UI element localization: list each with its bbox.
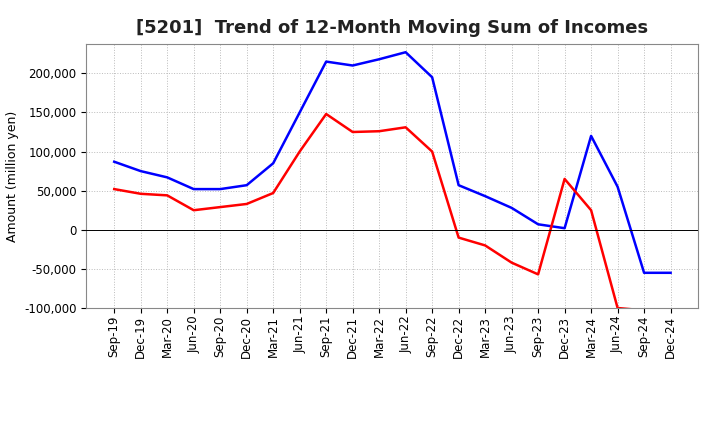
Net Income [428, 149, 436, 154]
Net Income [189, 208, 198, 213]
Ordinary Income [534, 222, 542, 227]
Ordinary Income [110, 159, 119, 165]
Title: [5201]  Trend of 12-Month Moving Sum of Incomes: [5201] Trend of 12-Month Moving Sum of I… [136, 19, 649, 37]
Ordinary Income [322, 59, 330, 64]
Ordinary Income [216, 187, 225, 192]
Ordinary Income [454, 183, 463, 188]
Net Income [508, 260, 516, 265]
Net Income [163, 193, 171, 198]
Net Income [534, 272, 542, 277]
Net Income [481, 243, 490, 248]
Ordinary Income [136, 169, 145, 174]
Ordinary Income [613, 184, 622, 189]
Net Income [401, 125, 410, 130]
Ordinary Income [560, 226, 569, 231]
Net Income [375, 128, 384, 134]
Ordinary Income [375, 57, 384, 62]
Ordinary Income [481, 194, 490, 199]
Ordinary Income [587, 133, 595, 139]
Net Income [269, 191, 277, 196]
Ordinary Income [640, 270, 649, 275]
Net Income [348, 129, 357, 135]
Net Income [295, 149, 304, 154]
Net Income [587, 208, 595, 213]
Net Income [640, 308, 649, 313]
Ordinary Income [508, 205, 516, 210]
Net Income [216, 205, 225, 210]
Ordinary Income [163, 175, 171, 180]
Ordinary Income [666, 270, 675, 275]
Net Income [560, 176, 569, 182]
Ordinary Income [348, 63, 357, 68]
Ordinary Income [428, 75, 436, 80]
Net Income [613, 305, 622, 311]
Ordinary Income [243, 183, 251, 188]
Net Income [243, 202, 251, 207]
Ordinary Income [269, 161, 277, 166]
Net Income [110, 187, 119, 192]
Net Income [454, 235, 463, 240]
Ordinary Income [189, 187, 198, 192]
Y-axis label: Amount (million yen): Amount (million yen) [6, 110, 19, 242]
Ordinary Income [295, 110, 304, 115]
Net Income [322, 111, 330, 117]
Line: Ordinary Income: Ordinary Income [114, 52, 670, 273]
Line: Net Income: Net Income [114, 114, 670, 310]
Ordinary Income [401, 50, 410, 55]
Net Income [136, 191, 145, 196]
Net Income [666, 308, 675, 313]
